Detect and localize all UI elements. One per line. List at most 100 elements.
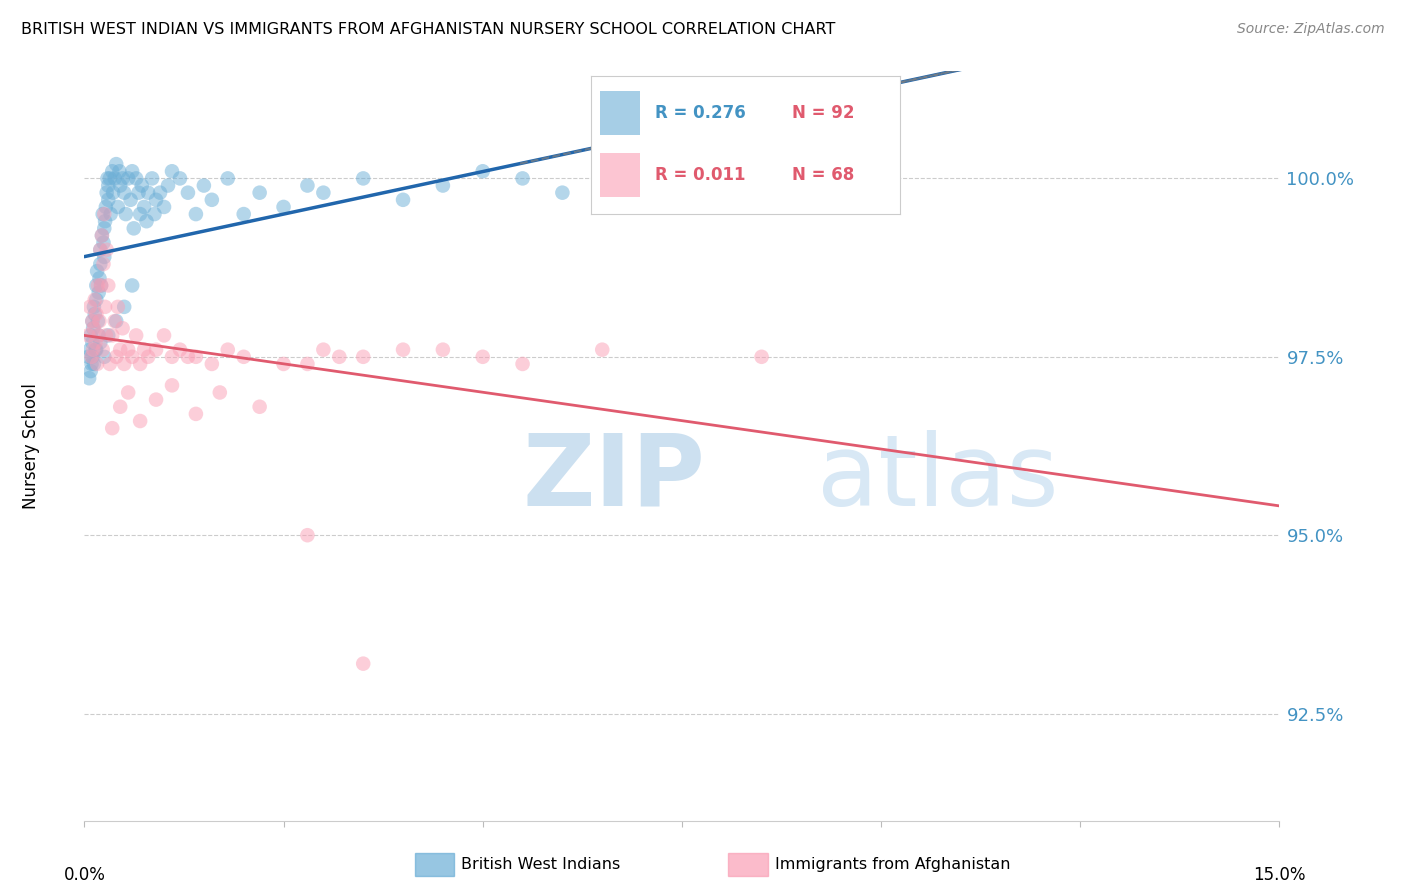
Point [94, 300, 117, 314]
Point [145, 343, 167, 357]
Point [80, 328, 103, 343]
Point [87, 285, 110, 300]
Point [93, 250, 115, 264]
Point [193, 178, 215, 193]
Bar [600, 153, 640, 197]
Text: Immigrants from Afghanistan: Immigrants from Afghanistan [775, 857, 1010, 871]
Point [117, 385, 139, 400]
Point [90, 278, 112, 293]
Point [105, 350, 128, 364]
Text: Source: ZipAtlas.com: Source: ZipAtlas.com [1237, 22, 1385, 37]
Point [184, 350, 207, 364]
Point [83, 293, 105, 307]
Point [98, 171, 121, 186]
Point [128, 186, 150, 200]
Point [117, 343, 139, 357]
Point [83, 321, 105, 335]
Point [117, 171, 139, 186]
Point [114, 207, 136, 221]
Point [132, 200, 156, 214]
Point [312, 186, 335, 200]
Point [101, 164, 124, 178]
Point [84, 335, 107, 350]
Point [328, 350, 350, 364]
Point [84, 343, 107, 357]
Point [111, 321, 134, 335]
Text: 0.0%: 0.0% [63, 865, 105, 884]
Point [591, 343, 613, 357]
Point [86, 357, 108, 371]
Point [121, 350, 143, 364]
Point [122, 221, 145, 235]
Point [121, 278, 143, 293]
Point [149, 186, 172, 200]
Point [141, 171, 163, 186]
Text: British West Indians: British West Indians [461, 857, 620, 871]
Point [273, 357, 295, 371]
Point [93, 207, 115, 221]
Point [101, 328, 124, 343]
Point [125, 328, 148, 343]
Point [82, 321, 104, 335]
Point [80, 357, 103, 371]
Text: R = 0.011: R = 0.011 [655, 167, 747, 185]
Point [136, 350, 159, 364]
Point [90, 228, 112, 243]
Point [82, 335, 104, 350]
Point [631, 171, 654, 186]
Point [91, 207, 114, 221]
Point [93, 350, 115, 364]
Point [471, 350, 494, 364]
Point [96, 186, 118, 200]
Point [101, 186, 124, 200]
Point [79, 300, 101, 314]
Point [160, 350, 183, 364]
Point [297, 357, 319, 371]
Point [79, 343, 101, 357]
Point [249, 400, 271, 414]
Point [145, 392, 167, 407]
Point [90, 278, 112, 293]
Point [297, 178, 319, 193]
Point [751, 350, 773, 364]
Point [153, 328, 176, 343]
Point [83, 307, 105, 321]
Point [273, 200, 295, 214]
Point [82, 314, 104, 328]
Point [105, 314, 128, 328]
Point [82, 314, 104, 328]
Text: atlas: atlas [817, 430, 1059, 526]
Point [249, 186, 271, 200]
Point [89, 314, 111, 328]
Point [93, 257, 115, 271]
Text: Nursery School: Nursery School [21, 383, 39, 509]
Point [110, 400, 132, 414]
Point [87, 314, 110, 328]
Text: ZIP: ZIP [523, 430, 706, 526]
Point [107, 200, 129, 214]
Point [77, 350, 100, 364]
Point [86, 264, 108, 278]
Point [112, 357, 135, 371]
Point [89, 257, 111, 271]
Point [83, 300, 105, 314]
Point [512, 171, 534, 186]
Point [80, 364, 103, 378]
Point [169, 343, 191, 357]
Point [129, 207, 152, 221]
Point [110, 178, 132, 193]
Text: 15.0%: 15.0% [1253, 865, 1306, 884]
Point [111, 171, 134, 186]
Point [82, 350, 104, 364]
Point [208, 385, 231, 400]
Point [177, 350, 200, 364]
Point [97, 178, 120, 193]
Point [217, 343, 239, 357]
Point [160, 378, 183, 392]
Point [87, 278, 110, 293]
Text: R = 0.276: R = 0.276 [655, 104, 747, 122]
Point [82, 343, 104, 357]
Point [232, 207, 254, 221]
Point [87, 328, 110, 343]
Point [83, 357, 105, 371]
